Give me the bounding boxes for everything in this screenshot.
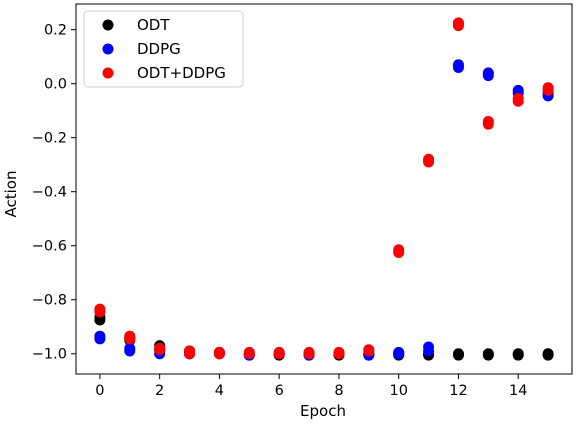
data-point [393,348,405,360]
x-tick-label: 4 [215,383,224,399]
data-point [423,345,435,357]
data-point [512,95,524,107]
data-point [94,333,106,345]
x-tick-label: 8 [334,383,343,399]
data-point [303,348,315,360]
data-point [452,17,464,29]
x-tick-label: 14 [509,383,527,399]
x-tick-label: 10 [389,383,407,399]
data-point [542,84,554,96]
axes: 0 2 4 6 8 10 12 14 −1.0 −0.8 −0.6 −0.4 −0.2 0.0 0.2 [32,3,573,399]
data-point [94,314,106,326]
data-point [243,348,255,360]
data-point [452,349,464,361]
data-point [124,345,136,357]
legend-box [83,10,244,88]
data-point [542,349,554,361]
y-tick-label: −1.0 [32,347,67,363]
x-tick-label: 12 [449,383,467,399]
legend: ODT DDPG ODT+DDPG [83,10,244,88]
data-point [94,306,106,318]
data-points [94,17,554,361]
legend-marker [102,67,114,79]
x-tick-label: 6 [275,383,284,399]
legend-label: DDPG [137,40,181,58]
y-tick-label: 0.0 [44,77,67,93]
plot-frame [75,3,573,375]
data-point [452,59,464,71]
legend-label: ODT [137,16,170,34]
y-tick-label: −0.8 [32,293,67,309]
data-point [482,349,494,361]
legend-label: ODT+DDPG [137,64,226,82]
legend-marker [102,19,114,31]
y-tick-label: 0.2 [44,23,67,39]
series-odt-ddpg [94,17,554,360]
data-point [393,246,405,258]
legend-marker [102,43,114,55]
data-point [482,118,494,130]
data-point [273,348,285,360]
x-tick-label: 0 [95,383,104,399]
data-point [423,156,435,168]
y-tick-label: −0.2 [32,131,67,147]
y-axis-label: Action [2,171,20,218]
data-point [512,349,524,361]
data-point [124,333,136,345]
data-point [184,348,196,360]
data-point [154,344,166,356]
data-point [363,345,375,357]
x-tick-label: 2 [155,383,164,399]
y-tick-label: −0.6 [32,239,67,255]
y-tick-label: −0.4 [32,185,67,201]
x-axis-label: Epoch [300,402,346,420]
data-point [482,67,494,79]
data-point [213,348,225,360]
data-point [333,348,345,360]
